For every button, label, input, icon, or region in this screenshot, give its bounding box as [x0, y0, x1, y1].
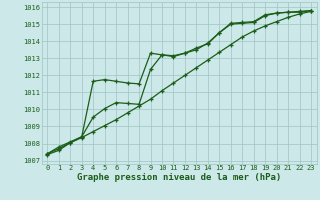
X-axis label: Graphe pression niveau de la mer (hPa): Graphe pression niveau de la mer (hPa) — [77, 173, 281, 182]
